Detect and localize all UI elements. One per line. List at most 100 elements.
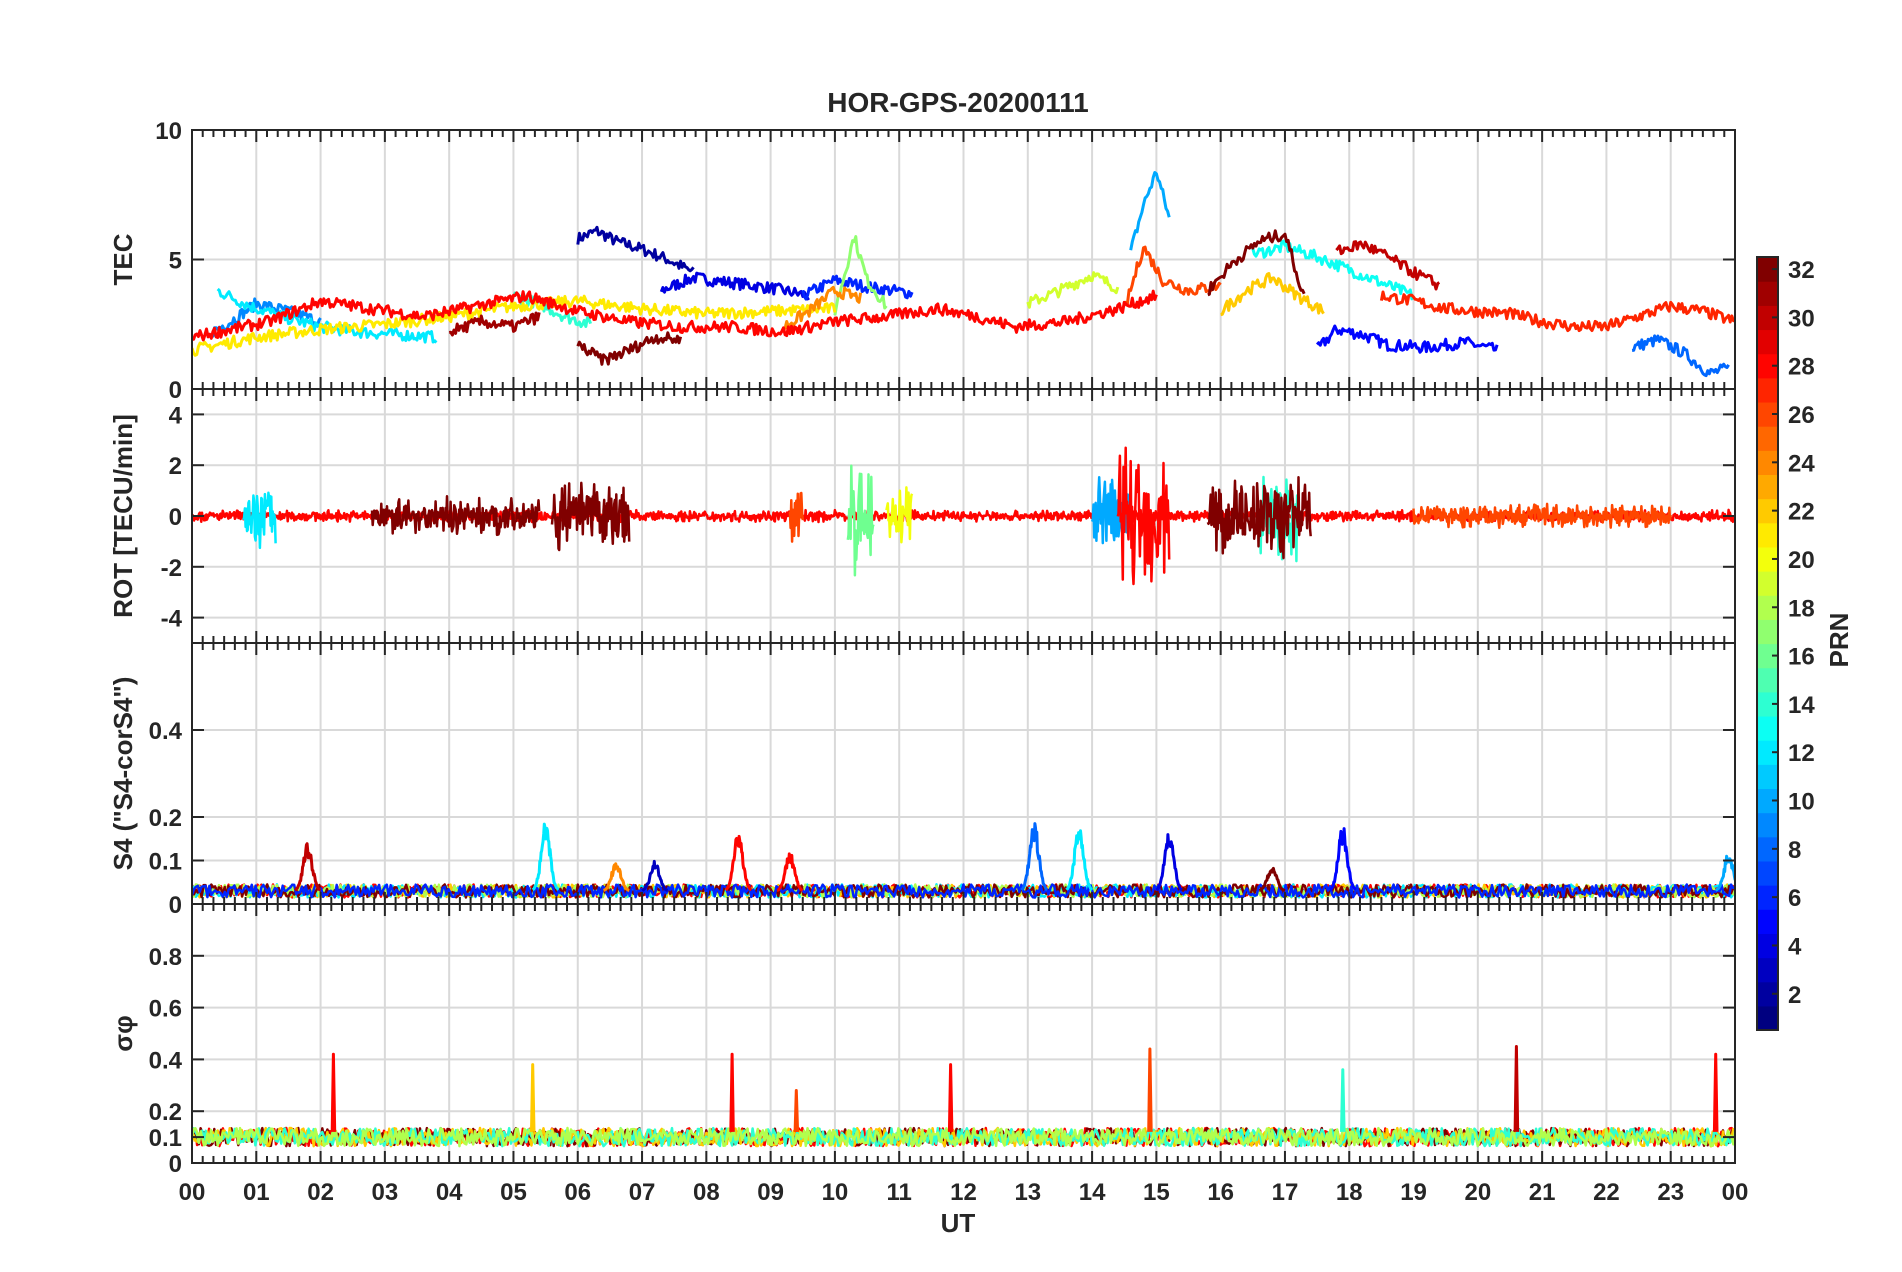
colorbar-tick-label: 6: [1788, 885, 1801, 912]
colorbar-step-prn-16: [1757, 643, 1778, 669]
colorbar-tick-label: 2: [1788, 982, 1801, 1009]
colorbar-step-prn-28: [1757, 353, 1778, 379]
x-tick-label: 00: [1722, 1179, 1749, 1206]
sigma-spike-prn-26: [1147, 1047, 1153, 1132]
sigma-spike-prn-28: [947, 1063, 954, 1132]
x-tick-label: 06: [564, 1179, 591, 1206]
y-axis-label-sigma_phi: σφ: [108, 1015, 138, 1051]
colorbar-step-prn-9: [1757, 812, 1778, 838]
rot-burst-prn-32: [550, 481, 631, 552]
x-tick-label: 17: [1272, 1179, 1299, 1206]
sigma-spike-prn-14: [1340, 1068, 1346, 1132]
s4-peak-prn-24: [602, 862, 630, 892]
sigma-noise-prn-18: [192, 1126, 1735, 1148]
y-tick-label-s4: 0.4: [149, 718, 183, 745]
rot-burst-prn-28: [1116, 446, 1171, 586]
x-tick-label: 22: [1593, 1179, 1620, 1206]
y-tick-label-tec: 5: [169, 248, 182, 275]
tec-series-prn-27: [1379, 290, 1735, 333]
colorbar-label: PRN: [1824, 613, 1854, 668]
grid-tec: [191, 129, 1736, 390]
colorbar-step-prn-20: [1757, 546, 1778, 572]
data-sigma_phi: [192, 1045, 1735, 1148]
s4-peak-prn-12: [1065, 829, 1094, 892]
sigma-spike-prn-28: [1712, 1052, 1719, 1132]
x-tick-label: 02: [307, 1179, 334, 1206]
colorbar-step-prn-15: [1757, 667, 1778, 693]
x-tick-label: 19: [1400, 1179, 1427, 1206]
y-tick-label-rot: -4: [161, 606, 183, 633]
colorbar-step-prn-4: [1757, 933, 1778, 959]
colorbar-step-prn-31: [1757, 281, 1778, 306]
x-tick-label: 14: [1079, 1179, 1106, 1206]
y-tick-label-tec: 0: [169, 377, 182, 404]
tec-series-prn-19: [1026, 271, 1120, 309]
tec-series-prn-32: [576, 331, 683, 366]
data-rot: [192, 446, 1735, 586]
y-axis-label-rot: ROT [TECU/min]: [108, 414, 138, 618]
tec-series-prn-17: [833, 235, 888, 316]
colorbar-step-prn-22: [1757, 498, 1778, 524]
axis-ticks-s4: [191, 643, 1736, 905]
tec-series-prn-9: [211, 297, 322, 338]
colorbar-step-prn-19: [1757, 571, 1778, 596]
colorbar-tick-label: 28: [1788, 354, 1815, 381]
tec-series-prn-31: [448, 311, 541, 337]
x-tick-label: 18: [1336, 1179, 1363, 1206]
colorbar-tick-label: 8: [1788, 837, 1801, 864]
rot-burst-prn-32: [1206, 476, 1312, 560]
x-tick-label: 12: [950, 1179, 977, 1206]
colorbar-step-prn-25: [1757, 426, 1778, 451]
colorbar-tick-label: 12: [1788, 740, 1815, 767]
colorbar-tick-label: 14: [1788, 692, 1815, 719]
colorbar-step-prn-26: [1757, 401, 1778, 427]
colorbar-tick-label: 22: [1788, 499, 1815, 526]
tec-series-prn-8: [1631, 334, 1730, 378]
colorbar-step-prn-3: [1757, 957, 1778, 983]
x-tick-label: 04: [436, 1179, 463, 1206]
x-tick-label: 00: [179, 1179, 206, 1206]
colorbar-tick-label: 30: [1788, 305, 1815, 332]
tec-series-prn-12: [216, 287, 438, 344]
x-tick-label: 05: [500, 1179, 527, 1206]
rot-burst-prn-32: [370, 495, 541, 537]
y-tick-label-sigma_phi: 0.2: [149, 1099, 182, 1126]
y-tick-label-sigma_phi: 0.6: [149, 996, 182, 1023]
s4-peak-prn-12: [531, 822, 560, 891]
colorbar-tick-label: 18: [1788, 595, 1815, 622]
rot-burst-prn-16: [846, 464, 875, 577]
x-tick-label: 01: [243, 1179, 270, 1206]
rot-burst-prn-26: [1412, 502, 1672, 530]
colorbar-step-prn-14: [1757, 691, 1778, 717]
colorbar-step-prn-1: [1757, 1005, 1778, 1031]
sigma-spike-prn-28: [729, 1052, 735, 1132]
tec-series-prn-2: [576, 225, 695, 273]
colorbar-step-prn-12: [1757, 740, 1778, 765]
colorbar-box: [1756, 256, 1779, 1031]
y-tick-label-s4: 0.2: [149, 805, 182, 832]
colorbar-step-prn-24: [1757, 450, 1778, 476]
tec-series-prn-10: [1129, 171, 1171, 251]
x-tick-label: 07: [629, 1179, 656, 1206]
x-tick-labels: 00 01 02 03 04 05 06 07 08 09 10 11 12 13 14 15 16 17 18 19…: [179, 1179, 1749, 1206]
tec-series-prn-24: [782, 285, 863, 330]
colorbar-step-prn-5: [1757, 909, 1778, 934]
y-axis-label-tec: TEC: [108, 233, 138, 285]
colorbar-step-prn-11: [1757, 764, 1778, 790]
panel-s4: 0 0.1 0.2 0.4 S4 ("S4-corS4"): [108, 642, 1736, 919]
s4-peak-prn-5: [1329, 827, 1357, 892]
figure-title: HOR-GPS-20200111: [827, 87, 1089, 118]
tec-series-prn-30: [1335, 240, 1441, 291]
x-tick-label: 10: [822, 1179, 849, 1206]
tec-series-prn-26: [1122, 245, 1222, 307]
y-tick-label-tec: 10: [155, 118, 182, 145]
data-tec: [192, 171, 1735, 378]
colorbar-step-prn-7: [1757, 860, 1778, 886]
colorbar-step-prn-18: [1757, 595, 1778, 620]
y-tick-label-s4: 0: [169, 892, 182, 919]
colorbar-step-prn-17: [1757, 619, 1778, 645]
sigma-spike-prn-28: [330, 1052, 337, 1132]
